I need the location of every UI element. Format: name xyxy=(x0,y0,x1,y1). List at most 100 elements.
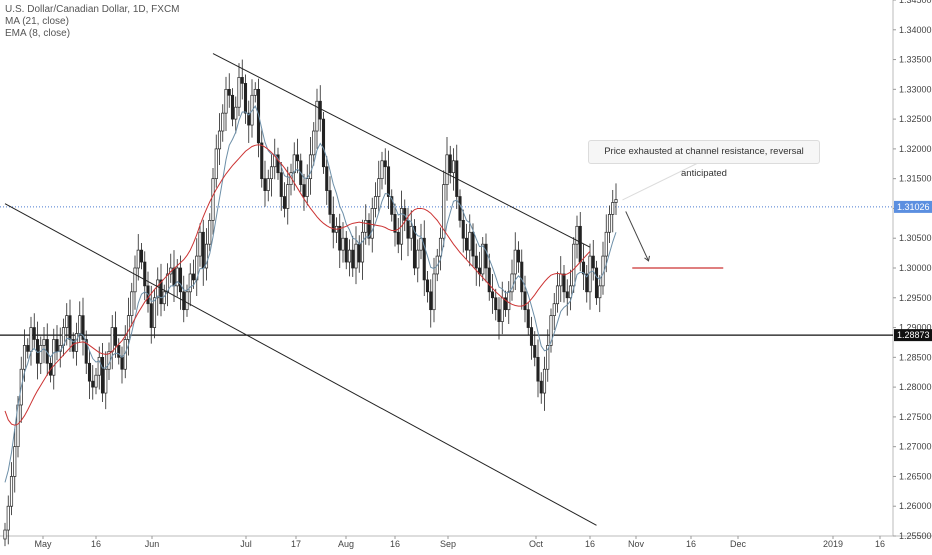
candle xyxy=(464,237,469,251)
price-tick-label: 1.28500 xyxy=(899,352,932,362)
candle xyxy=(494,297,498,311)
candle xyxy=(175,267,179,287)
ma-21-line xyxy=(4,144,591,426)
candle xyxy=(451,160,456,174)
candle xyxy=(178,267,183,293)
candle xyxy=(373,196,378,209)
ma-indicator-label[interactable]: MA (21, close) xyxy=(5,16,69,27)
price-tick-label: 1.25500 xyxy=(899,531,932,541)
candle xyxy=(370,208,374,239)
candle xyxy=(559,273,563,287)
candle xyxy=(234,106,238,120)
candle xyxy=(500,297,504,322)
candle xyxy=(523,291,527,311)
candle xyxy=(585,273,589,293)
time-tick-label: Aug xyxy=(338,539,354,549)
time-tick-label: Nov xyxy=(628,539,645,549)
candle xyxy=(367,220,371,239)
candle xyxy=(263,178,267,191)
candle xyxy=(526,309,530,328)
ema-indicator-label[interactable]: EMA (8, close) xyxy=(5,28,71,39)
candle xyxy=(520,261,524,293)
annotation-callout[interactable]: Price exhausted at channel resistance, r… xyxy=(588,140,820,179)
candle xyxy=(130,291,134,316)
candle xyxy=(591,255,595,269)
candle xyxy=(412,225,417,269)
candle xyxy=(247,112,251,126)
candle xyxy=(42,339,46,346)
candle xyxy=(471,231,475,257)
candle xyxy=(100,356,105,394)
candle xyxy=(113,327,118,346)
candle xyxy=(490,291,495,299)
price-tick-label: 1.30000 xyxy=(899,263,932,273)
candle xyxy=(32,327,36,340)
candle xyxy=(481,243,485,275)
candle xyxy=(539,380,543,394)
candle xyxy=(578,225,582,263)
candle xyxy=(347,249,352,263)
candle xyxy=(328,190,332,215)
time-tick-label: 16 xyxy=(91,539,101,549)
candle xyxy=(94,374,98,388)
candle xyxy=(546,345,550,370)
price-tick-label: 1.33000 xyxy=(899,84,932,94)
candle xyxy=(315,100,319,132)
current-price-badge-text: 1.31026 xyxy=(897,202,930,212)
candle xyxy=(240,77,244,84)
price-tick-label: 1.27500 xyxy=(899,412,932,422)
candle xyxy=(419,237,423,251)
price-tick-label: 1.31500 xyxy=(899,174,932,184)
candle xyxy=(185,291,189,311)
candle xyxy=(351,249,355,269)
candle xyxy=(221,112,225,132)
candle xyxy=(198,231,202,257)
time-tick-label: 16 xyxy=(875,539,885,549)
candle xyxy=(416,249,420,269)
candle xyxy=(484,243,488,269)
candle xyxy=(191,273,196,281)
price-tick-label: 1.29500 xyxy=(899,293,932,303)
channel-upper-line[interactable] xyxy=(212,53,591,248)
candle xyxy=(383,160,387,168)
channel-lower-line[interactable] xyxy=(4,203,597,526)
candle xyxy=(507,291,511,311)
candle xyxy=(341,237,345,251)
candle xyxy=(39,345,43,364)
candle xyxy=(78,315,82,334)
candle xyxy=(208,220,212,245)
candle xyxy=(468,231,472,251)
projection-arrow[interactable] xyxy=(625,211,649,262)
candle xyxy=(354,243,358,269)
candle xyxy=(474,255,478,269)
candle xyxy=(52,339,56,376)
candle xyxy=(536,356,540,382)
candle xyxy=(516,249,521,263)
candle xyxy=(217,130,222,150)
candle xyxy=(325,166,329,191)
time-tick-label: Jul xyxy=(240,539,252,549)
time-tick-label: Dec xyxy=(730,539,747,549)
candle xyxy=(282,196,287,209)
candle xyxy=(172,267,176,287)
candle xyxy=(68,315,72,340)
candle xyxy=(442,184,446,239)
candle xyxy=(510,273,514,293)
candle xyxy=(65,315,69,328)
price-tick-label: 1.29000 xyxy=(899,323,932,333)
candle xyxy=(594,267,599,299)
symbol-label[interactable]: U.S. Dollar/Canadian Dollar, 1D, FXCM xyxy=(5,4,180,15)
current-price-badge xyxy=(894,200,932,213)
candle xyxy=(598,285,602,299)
candle xyxy=(162,291,166,305)
candle xyxy=(607,214,612,233)
callout-connector xyxy=(622,161,701,201)
candle xyxy=(87,362,92,382)
time-tick-label: Sep xyxy=(440,539,456,549)
time-tick-label: 17 xyxy=(291,539,301,549)
candle xyxy=(338,225,342,251)
candle xyxy=(497,309,501,322)
candle xyxy=(360,231,365,263)
